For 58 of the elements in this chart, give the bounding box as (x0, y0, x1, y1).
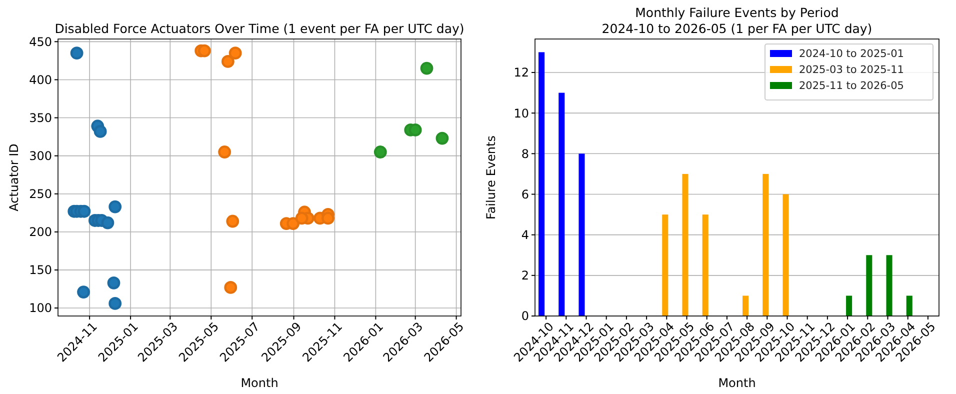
bar (662, 214, 668, 316)
y-tick-label: 8 (521, 146, 529, 161)
y-tick-label: 200 (29, 225, 52, 240)
point (94, 125, 107, 138)
point (107, 276, 120, 290)
bar (702, 214, 708, 316)
legend-label: 2025-03 to 2025-11 (799, 64, 904, 76)
bar (866, 255, 872, 316)
y-tick-label: 250 (29, 187, 52, 202)
point (408, 123, 422, 136)
point (226, 214, 240, 228)
point (78, 204, 91, 218)
bar (762, 174, 769, 316)
bar (578, 154, 585, 316)
point (198, 44, 211, 58)
point (286, 217, 300, 230)
y-tick-label: 10 (514, 106, 529, 120)
point (108, 297, 122, 310)
y-tick-label: 400 (29, 72, 52, 87)
point (101, 216, 114, 230)
point (218, 146, 232, 158)
x-axis-title: Month (240, 376, 278, 390)
bar (906, 296, 912, 316)
chart-title: Monthly Failure Events by Period 2024-10 to 2026-05 (1 per FA per UTC day) (602, 5, 872, 36)
point (322, 212, 334, 225)
bar (742, 296, 749, 316)
y-tick-label: 0 (521, 309, 529, 324)
y-tick-label: 100 (29, 301, 52, 316)
y-tick-label: 6 (521, 187, 529, 202)
point (70, 46, 84, 60)
chart-title: Disabled Force Actuators Over Time (1 event per FA per UTC day) (54, 21, 464, 36)
y-tick-label: 2 (521, 268, 529, 283)
bar (538, 52, 545, 316)
y-tick-label: 4 (521, 228, 529, 242)
point (420, 62, 434, 75)
point (374, 146, 387, 158)
legend-label: 2024-10 to 2025-01 (799, 48, 904, 60)
point (108, 200, 122, 214)
y-axis-title: Failure Events (484, 136, 498, 220)
bar (682, 174, 688, 316)
point (436, 132, 449, 145)
bar (846, 296, 852, 316)
y-tick-label: 300 (29, 149, 52, 164)
x-axis-title: Month (718, 376, 756, 390)
point (221, 55, 234, 68)
y-tick-label: 150 (29, 263, 52, 278)
y-tick-label: 450 (29, 34, 52, 49)
point (295, 212, 308, 225)
y-axis-title: Actuator ID (7, 144, 21, 212)
legend-label: 2025-11 to 2026-05 (799, 80, 904, 92)
point (228, 46, 242, 60)
bar (886, 255, 892, 316)
y-tick-label: 350 (29, 110, 52, 125)
point (77, 286, 90, 298)
bar (782, 194, 789, 316)
bar (558, 92, 565, 316)
y-tick-label: 12 (514, 66, 529, 80)
point (224, 281, 238, 294)
